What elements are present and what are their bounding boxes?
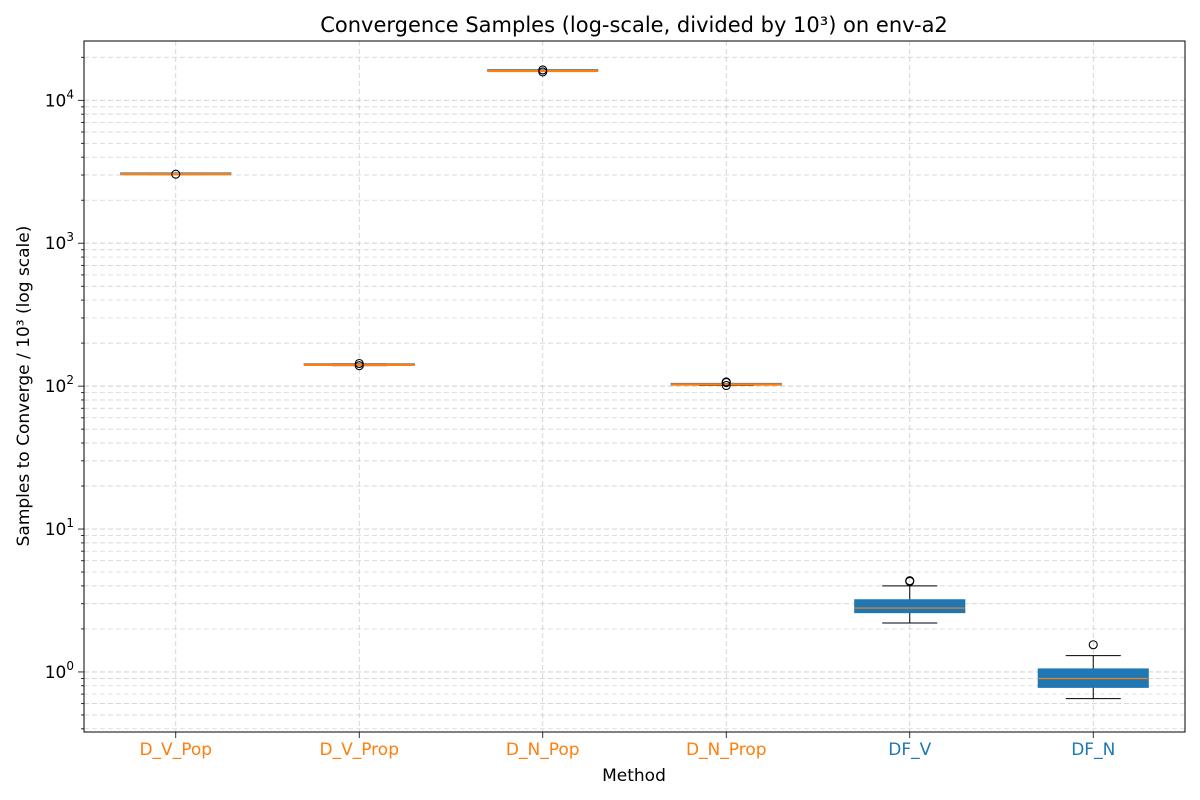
plot-frame xyxy=(83,40,1186,733)
tick-layer: 100 101 102 103 104 D_V_Pop D_V_Prop D_N_Pop D_N… xyxy=(45,56,1115,760)
x-axis-label: Method xyxy=(602,766,666,786)
box-layer xyxy=(120,65,1149,700)
box-d-v-prop xyxy=(303,358,415,371)
x-tick-label: DF_N xyxy=(1071,740,1115,760)
outlier-point xyxy=(905,576,915,586)
grid-layer xyxy=(84,41,1185,732)
x-tick-label: DF_V xyxy=(888,740,931,760)
outlier-point xyxy=(354,361,364,371)
box-d-n-pop xyxy=(487,65,599,77)
chart-title: Convergence Samples (log-scale, divided … xyxy=(320,13,948,37)
y-tick-label: 103 xyxy=(45,230,74,254)
outlier-point xyxy=(171,169,181,179)
y-tick-label: 100 xyxy=(45,659,74,683)
box-d-v-pop xyxy=(120,169,232,179)
outlier-point xyxy=(721,380,731,391)
box-d-n-prop xyxy=(670,377,782,391)
y-axis-label: Samples to Converge / 10³ (log scale) xyxy=(14,226,34,547)
box-df-n xyxy=(1037,640,1149,700)
y-tick-label: 101 xyxy=(45,516,74,540)
outlier-point xyxy=(721,377,731,387)
x-tick-label: D_V_Pop xyxy=(139,740,212,760)
x-tick-label: D_N_Pop xyxy=(506,740,580,760)
box-iqr xyxy=(854,599,966,614)
y-tick-label: 102 xyxy=(45,373,74,397)
x-tick-label: D_V_Prop xyxy=(320,740,399,760)
y-tick-label: 104 xyxy=(45,87,74,111)
x-tick-label: D_N_Prop xyxy=(686,740,767,760)
outlier-point xyxy=(354,358,364,369)
outlier-point xyxy=(538,65,548,75)
outlier-point xyxy=(1088,640,1098,650)
box-df-v xyxy=(854,576,966,624)
